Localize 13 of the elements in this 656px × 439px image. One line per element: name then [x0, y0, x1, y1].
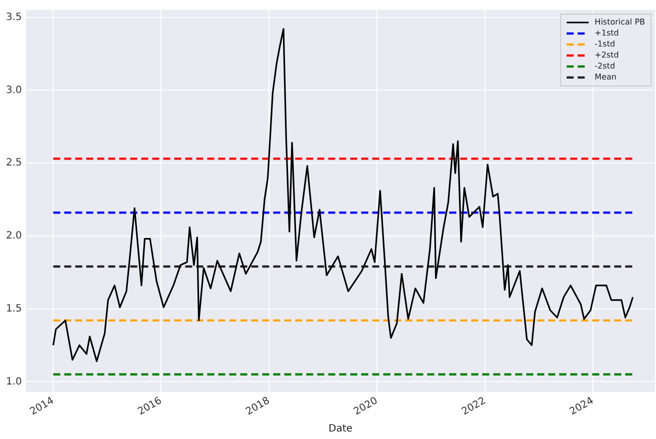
y-tick-label: 2.5 — [6, 158, 22, 169]
legend-label: +2std — [594, 50, 619, 60]
y-tick-label: 3.0 — [6, 84, 22, 96]
legend-label: -2std — [594, 62, 616, 71]
legend-label: Mean — [594, 72, 616, 82]
y-tick-label: 2.0 — [6, 230, 22, 242]
legend-label: +1std — [594, 28, 619, 38]
y-tick-label: 1.0 — [6, 376, 22, 388]
x-axis-title: Date — [328, 424, 352, 435]
y-tick-label: 3.5 — [6, 12, 22, 23]
legend-label: -1std — [594, 40, 616, 49]
legend-label: Historical PB — [594, 18, 645, 27]
y-tick-label: 1.5 — [6, 303, 22, 314]
